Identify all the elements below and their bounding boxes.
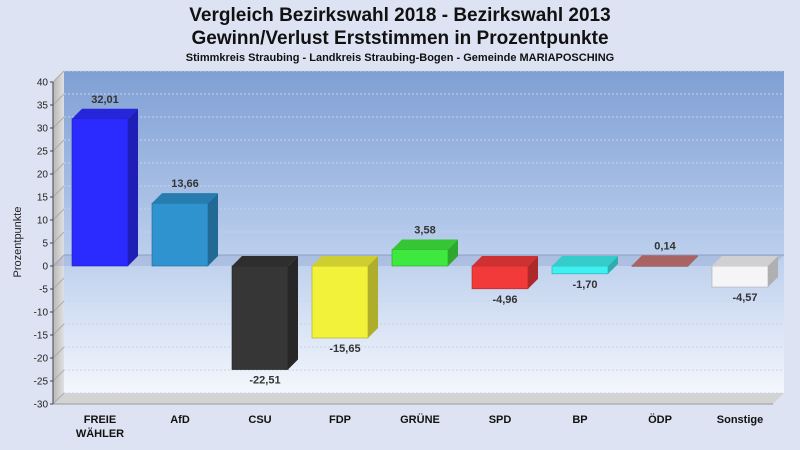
y-tick-label: 40 [37, 78, 49, 89]
bar-side [368, 256, 378, 338]
bar-front [391, 249, 449, 267]
bar [631, 255, 698, 267]
category-label: BP [572, 414, 587, 426]
y-tick-label: 10 [37, 216, 49, 227]
bar-front [471, 265, 529, 290]
y-tick-label: -20 [34, 354, 49, 365]
y-tick-label: 20 [37, 170, 49, 181]
bar-side [448, 239, 458, 266]
value-labels: 32,01 13,66 -22,51 -15,65 3,58 -4,96 -1,70 0,14… [91, 94, 757, 387]
gridline-side [52, 323, 65, 336]
bar-front [711, 265, 769, 288]
category-label: CSU [248, 414, 271, 426]
y-tick-label: -15 [34, 331, 49, 342]
gridline-side [52, 346, 65, 359]
gridline-side [52, 392, 65, 405]
bar-top [312, 256, 378, 266]
y-tick-label: -25 [34, 377, 49, 388]
gridline-side [52, 162, 65, 175]
y-tick-label: 0 [42, 262, 48, 273]
bar-value-label: 0,14 [654, 240, 676, 252]
category-label: GRÜNE [400, 413, 440, 426]
category-label: SPD [489, 414, 512, 426]
bar [551, 256, 618, 275]
category-label: FDP [329, 414, 351, 426]
gridline-side [52, 70, 65, 83]
gridline-side [52, 185, 65, 198]
bar-side [528, 256, 538, 289]
y-tick-label: -10 [34, 308, 49, 319]
y-axis-label: Prozentpunkte [12, 207, 24, 278]
bar [391, 239, 458, 267]
bar-top [632, 255, 698, 266]
bar-top [152, 193, 218, 204]
bar-value-label: -4,96 [492, 294, 517, 306]
bar-value-label: -22,51 [249, 375, 280, 387]
bar [231, 256, 298, 370]
bar-top [552, 256, 618, 266]
bars [71, 108, 778, 370]
bar-value-label: -1,70 [572, 279, 597, 291]
bar-front [231, 265, 289, 370]
gridline-side [52, 254, 65, 267]
bar [311, 256, 378, 339]
chart-caption: Stimmkreis Straubing - Landkreis Straubi… [185, 52, 615, 64]
y-tick-label: 5 [42, 239, 48, 250]
bar-side [688, 255, 698, 267]
y-tick-label: 35 [37, 101, 49, 112]
chart-title-block: Vergleich Bezirkswahl 2018 - Bezirkswahl… [0, 4, 800, 65]
bar-value-label: 13,66 [171, 178, 199, 190]
y-tick-label: -5 [39, 285, 48, 296]
bar-value-label: 32,01 [91, 94, 119, 106]
gridline-side [52, 369, 65, 382]
bar [471, 256, 538, 290]
category-label: AfD [170, 414, 190, 426]
bar-value-label: -4,57 [732, 292, 757, 304]
bar-front [151, 202, 209, 267]
category-label: FREIE [84, 414, 116, 426]
bar-side [208, 193, 218, 266]
bar [711, 256, 778, 288]
bar-top [392, 239, 458, 250]
gridline-side [52, 300, 65, 313]
chart-subtitle: Gewinn/Verlust Erststimmen in Prozentpun… [191, 28, 609, 49]
y-tick-label: 15 [37, 193, 49, 204]
y-tick-label: 25 [37, 147, 49, 158]
bar-top [72, 108, 138, 119]
gridline-side [52, 116, 65, 129]
y-tick-label: -30 [34, 400, 49, 411]
chart-title: Vergleich Bezirkswahl 2018 - Bezirkswahl… [189, 5, 611, 26]
category-label: WÄHLER [76, 427, 124, 440]
gridline-side [52, 277, 65, 290]
bar-side [128, 108, 138, 266]
gridline-side [52, 139, 65, 152]
bar-front [71, 118, 129, 267]
category-label: Sonstige [717, 414, 763, 426]
bar-value-label: 3,58 [414, 225, 435, 237]
bar-top [232, 256, 298, 266]
bar-front [311, 265, 369, 339]
bar-top [472, 256, 538, 266]
bar-side [288, 256, 298, 370]
gridline-side [52, 208, 65, 221]
gridline-side [52, 93, 65, 106]
bar [151, 193, 218, 267]
plot-floor [53, 393, 784, 404]
bar-side [768, 256, 778, 288]
y-tick-label: 30 [37, 124, 49, 135]
category-label: ÖDP [648, 413, 672, 426]
bar-value-label: -15,65 [329, 343, 360, 355]
bar [71, 108, 138, 267]
y-axis-ticks: -30 -25 -20 -15 -10 -5 0 5 10 15 20 25 30 35 40 [34, 78, 54, 411]
bar-front [631, 265, 689, 267]
bar-side [608, 256, 618, 274]
bar-top [712, 256, 778, 266]
bar-front [551, 265, 609, 275]
gridline-side [52, 231, 65, 244]
